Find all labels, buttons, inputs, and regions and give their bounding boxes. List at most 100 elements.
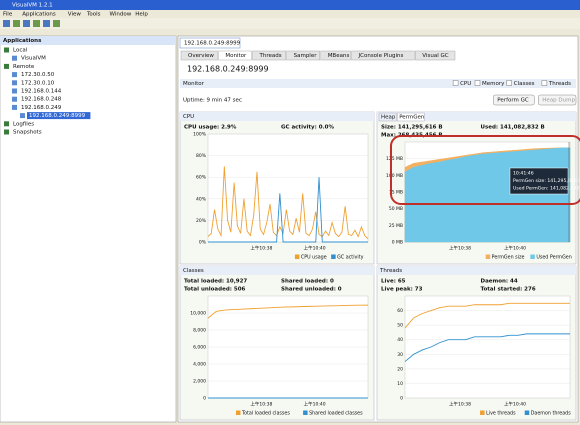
subtab[interactable] [180,50,218,61]
menu-item[interactable]: View [68,12,82,18]
tree-item[interactable]: 192.168.0.249:8999 [29,113,86,119]
tree-item[interactable]: 172.30.0.50 [21,72,55,78]
menu-item[interactable]: File [3,12,13,18]
heading: 192.168.0.249:8999 [187,65,269,74]
line [207,166,369,240]
x-tick-label: 上午10:40 [504,401,526,408]
line [207,304,369,319]
checkbox[interactable] [452,80,459,86]
chart-stat: Shared loaded: 0 [281,279,334,285]
subtab[interactable] [218,50,252,61]
x-tick-label: 上午10:38 [250,245,272,252]
monitor-bar [180,79,576,88]
y-tick-label: 4,000 [193,362,206,368]
toolbar [0,18,580,29]
tooltip-line: Used PermGen: 141,082,832 B [513,186,580,192]
legend-swatch [480,410,485,415]
subtab[interactable] [252,50,286,61]
y-tick-label: 50 [397,323,403,329]
y-tick-label: 80% [196,153,207,159]
legend-label: Daemon threads [531,411,571,417]
toolbar-button[interactable] [43,20,50,27]
menu-item[interactable]: Tools [86,12,101,18]
button[interactable] [538,94,577,106]
menu-item[interactable]: Help [135,12,148,18]
chart-stat: Used: 141,082,832 B [481,125,545,131]
tree-icon [4,121,9,127]
chart-title: CPU [183,114,194,120]
tree-item[interactable]: 192.168.0.248 [21,97,62,103]
toolbar-button[interactable] [53,20,60,27]
legend-label: Shared loaded classes [309,411,363,417]
subtab[interactable] [351,50,415,61]
y-tick-label: 0 MB [392,240,403,246]
document-tab[interactable] [179,37,241,49]
y-tick-label: 50 MB [389,206,403,212]
checkbox[interactable] [541,80,548,86]
checkbox[interactable] [474,80,481,86]
legend-label: PermGen size [492,255,525,261]
tree-icon [12,96,17,102]
tree-icon [12,55,17,61]
chart-header [180,266,374,275]
toolbar-button[interactable] [33,20,40,27]
tree-item[interactable]: VisualVM [21,56,46,62]
tree-item[interactable]: 192.168.0.144 [21,89,62,95]
check-label: Threads [548,81,571,87]
y-tick-label: 100 MB [386,173,403,179]
toolbar-button[interactable] [3,20,10,27]
chart-stat: Size: 141,295,616 B [381,125,443,131]
window-title: VisualVM 1.2.1 [12,3,53,9]
title-bar [0,0,580,10]
line [404,333,570,362]
legend-label: Live threads [486,411,516,417]
tree-item[interactable]: Snapshots [13,130,42,136]
legend-swatch [524,410,530,415]
y-tick-label: 0 [203,396,206,402]
chart-tab[interactable] [397,112,425,122]
x-tick-label: 上午10:40 [304,245,326,252]
highlight [390,135,580,205]
chart-title: Threads [379,268,402,274]
legend-swatch [235,410,241,415]
subtab[interactable] [286,50,320,61]
tree-icon [12,80,17,86]
chart-tab-label: PermGen [399,115,425,121]
subtab-label: JConsole Plugins [358,53,404,59]
tree-item[interactable]: Remote [13,64,35,70]
subtab[interactable] [320,50,351,61]
tree-item[interactable]: Local [13,48,28,54]
x-tick-label: 上午10:40 [304,401,326,408]
tree-item[interactable]: 192.168.0.249 [21,105,62,111]
tree-item[interactable]: Logfiles [13,121,34,127]
subtab-label: Overview [188,53,214,59]
chart-tab[interactable] [378,112,397,122]
chart-stat: GC activity: 0.0% [281,125,334,131]
menu-item[interactable]: Window [110,12,132,18]
y-tick-label: 40 [397,337,403,343]
button-label: Heap Dump [542,98,575,104]
chart-header [377,266,576,275]
subtab[interactable] [415,50,456,61]
tooltip [509,167,569,195]
toolbar-button[interactable] [13,20,20,27]
monitor-label: Monitor [183,81,205,87]
plot-area [404,295,571,399]
legend-label: GC activity [337,255,363,261]
tree-item[interactable]: 172.30.0.10 [21,80,55,86]
chart-stat: Live: 65 [381,279,406,285]
tooltip-line: 10:41:46 [513,171,534,177]
chart-stat: Total started: 276 [481,287,536,293]
button[interactable] [493,94,535,106]
chart-stat: Total loaded: 10,927 [184,279,247,285]
menu-item[interactable]: Applications [22,12,56,18]
line [404,302,570,329]
toolbar-button[interactable] [23,20,30,27]
subtab-label: Threads [259,53,282,59]
checkbox[interactable] [506,80,512,86]
y-tick-label: 2,000 [193,379,206,385]
x-tick-label: 上午10:38 [250,401,272,408]
y-tick-label: 10,000 [190,311,206,317]
x-tick-label: 上午10:38 [449,245,471,252]
